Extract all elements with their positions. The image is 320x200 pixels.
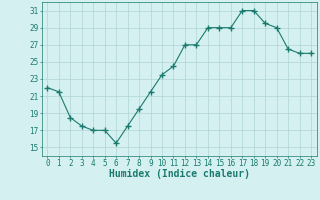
X-axis label: Humidex (Indice chaleur): Humidex (Indice chaleur)	[109, 169, 250, 179]
